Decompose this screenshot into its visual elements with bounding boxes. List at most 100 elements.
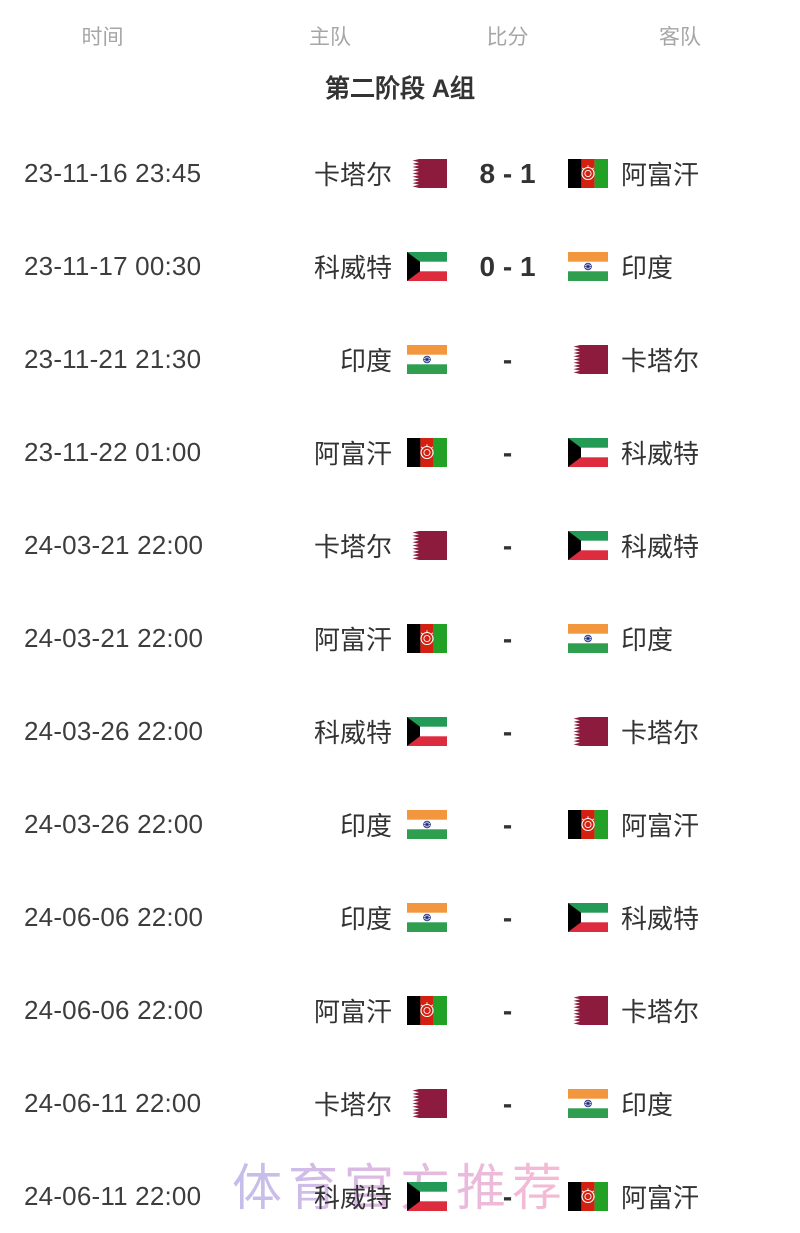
match-score: -	[502, 1180, 513, 1212]
away-team: 科威特	[560, 527, 800, 564]
home-team-name: 印度	[339, 346, 392, 376]
home-team: 科威特	[205, 1178, 455, 1215]
match-score: -	[502, 529, 513, 561]
match-time: 24-06-11 22:00	[24, 1088, 202, 1118]
qatar-flag-icon	[407, 531, 447, 560]
match-time: 23-11-22 01:00	[24, 437, 202, 467]
home-team-name: 卡塔尔	[313, 160, 392, 190]
match-row[interactable]: 24-06-06 22:00 阿富汗 - 卡塔尔	[0, 964, 800, 1057]
home-team-name: 印度	[339, 904, 392, 934]
away-team-name: 卡塔尔	[621, 718, 700, 748]
india-flag-icon	[568, 1089, 608, 1118]
away-team-name: 阿富汗	[621, 1183, 700, 1213]
match-row[interactable]: 24-06-11 22:00 科威特 - 阿富汗	[0, 1150, 800, 1233]
match-time: 23-11-21 21:30	[24, 344, 202, 374]
home-team-name: 科威特	[313, 718, 392, 748]
match-score: 8 - 1	[479, 157, 536, 189]
away-team: 科威特	[560, 899, 800, 936]
match-score: -	[502, 343, 513, 375]
away-team: 卡塔尔	[560, 341, 800, 378]
home-team-name: 阿富汗	[313, 997, 392, 1027]
away-team: 卡塔尔	[560, 992, 800, 1029]
match-time: 24-03-21 22:00	[24, 530, 204, 560]
away-team-name: 科威特	[621, 532, 700, 562]
away-team: 印度	[560, 1085, 800, 1122]
match-score: -	[502, 994, 513, 1026]
header-away-column: 客队	[659, 26, 701, 49]
home-team: 科威特	[205, 248, 455, 285]
kuwait-flag-icon	[407, 252, 447, 281]
afghanistan-flag-icon	[407, 996, 447, 1025]
match-score: -	[502, 436, 513, 468]
match-row[interactable]: 24-03-26 22:00 印度 - 阿富汗	[0, 778, 800, 871]
match-list: 23-11-16 23:45 卡塔尔 8 - 1 阿富汗 23-11-17 00…	[0, 127, 800, 1233]
match-row[interactable]: 24-06-11 22:00 卡塔尔 - 印度	[0, 1057, 800, 1150]
match-row[interactable]: 24-06-06 22:00 印度 - 科威特	[0, 871, 800, 964]
match-score: -	[502, 901, 513, 933]
match-row[interactable]: 23-11-22 01:00 阿富汗 - 科威特	[0, 406, 800, 499]
match-time: 24-03-21 22:00	[24, 623, 204, 653]
home-team: 卡塔尔	[205, 1085, 455, 1122]
qatar-flag-icon	[568, 996, 608, 1025]
match-time: 23-11-16 23:45	[24, 158, 202, 188]
match-score: -	[502, 1087, 513, 1119]
home-team: 阿富汗	[205, 620, 455, 657]
afghanistan-flag-icon	[568, 1182, 608, 1211]
afghanistan-flag-icon	[407, 438, 447, 467]
away-team-name: 卡塔尔	[621, 346, 700, 376]
home-team-name: 阿富汗	[313, 439, 392, 469]
qatar-flag-icon	[568, 345, 608, 374]
away-team-name: 阿富汗	[621, 811, 700, 841]
home-team: 印度	[205, 341, 455, 378]
home-team: 印度	[205, 899, 455, 936]
home-team: 阿富汗	[205, 992, 455, 1029]
home-team: 阿富汗	[205, 434, 455, 471]
home-team-name: 科威特	[313, 253, 392, 283]
match-row[interactable]: 24-03-21 22:00 阿富汗 - 印度	[0, 592, 800, 685]
home-team: 科威特	[205, 713, 455, 750]
kuwait-flag-icon	[568, 903, 608, 932]
india-flag-icon	[407, 810, 447, 839]
kuwait-flag-icon	[407, 1182, 447, 1211]
home-team-name: 阿富汗	[313, 625, 392, 655]
match-time: 24-06-11 22:00	[24, 1181, 202, 1211]
header-home-column: 主队	[309, 26, 351, 49]
away-team-name: 卡塔尔	[621, 997, 700, 1027]
away-team: 卡塔尔	[560, 713, 800, 750]
header-score-column: 比分	[486, 26, 529, 49]
away-team-name: 科威特	[621, 439, 700, 469]
kuwait-flag-icon	[407, 717, 447, 746]
table-header: 时间 主队 比分 客队	[0, 0, 800, 52]
away-team-name: 印度	[621, 253, 674, 283]
kuwait-flag-icon	[568, 531, 608, 560]
match-time: 24-06-06 22:00	[24, 995, 204, 1025]
home-team-name: 科威特	[313, 1183, 392, 1213]
away-team: 阿富汗	[560, 155, 800, 192]
away-team-name: 科威特	[621, 904, 700, 934]
match-row[interactable]: 24-03-21 22:00 卡塔尔 - 科威特	[0, 499, 800, 592]
away-team-name: 阿富汗	[621, 160, 700, 190]
match-time: 24-06-06 22:00	[24, 902, 204, 932]
match-score: -	[502, 715, 513, 747]
india-flag-icon	[568, 252, 608, 281]
home-team-name: 印度	[339, 811, 392, 841]
match-row[interactable]: 24-03-26 22:00 科威特 - 卡塔尔	[0, 685, 800, 778]
qatar-flag-icon	[568, 717, 608, 746]
qatar-flag-icon	[407, 1089, 447, 1118]
match-row[interactable]: 23-11-16 23:45 卡塔尔 8 - 1 阿富汗	[0, 127, 800, 220]
india-flag-icon	[568, 624, 608, 653]
afghanistan-flag-icon	[568, 810, 608, 839]
qatar-flag-icon	[407, 159, 447, 188]
match-row[interactable]: 23-11-21 21:30 印度 - 卡塔尔	[0, 313, 800, 406]
match-score: -	[502, 622, 513, 654]
home-team: 印度	[205, 806, 455, 843]
away-team: 阿富汗	[560, 806, 800, 843]
home-team: 卡塔尔	[205, 155, 455, 192]
match-time: 23-11-17 00:30	[24, 251, 202, 281]
home-team-name: 卡塔尔	[313, 532, 392, 562]
home-team: 卡塔尔	[205, 527, 455, 564]
match-row[interactable]: 23-11-17 00:30 科威特 0 - 1 印度	[0, 220, 800, 313]
away-team: 科威特	[560, 434, 800, 471]
away-team: 阿富汗	[560, 1178, 800, 1215]
header-time-column: 时间	[81, 26, 124, 49]
